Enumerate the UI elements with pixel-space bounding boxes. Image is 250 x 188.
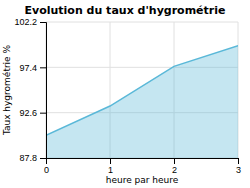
tick: 102.2	[14, 17, 46, 27]
tick-mark	[40, 113, 46, 114]
tick-label: 0	[44, 165, 49, 175]
tick: 1	[108, 158, 113, 175]
tick-mark	[110, 158, 111, 164]
tick-label: 3	[236, 165, 241, 175]
tick-label: 2	[172, 165, 177, 175]
tick: 97.4	[19, 63, 46, 73]
tick-mark	[40, 158, 46, 159]
marks	[46, 46, 238, 158]
tick-label: 102.2	[14, 17, 37, 27]
tick-mark	[238, 158, 239, 164]
tick: 87.8	[19, 153, 46, 163]
line	[46, 46, 238, 136]
tick-label: 1	[108, 165, 113, 175]
tick: 3	[236, 158, 241, 175]
tick-mark	[40, 22, 46, 23]
area	[46, 46, 238, 158]
title: Evolution du taux d'hygrométrie	[25, 4, 226, 17]
y-axis-title: Taux hygrométrie %	[2, 44, 12, 136]
plot: 0 1 2 3 87.8 92.6 97.4 102.2	[14, 17, 241, 175]
tick-mark	[40, 67, 46, 68]
grid	[46, 22, 238, 158]
tick-label: 97.4	[19, 63, 37, 73]
tick: 2	[172, 158, 177, 175]
axis-line	[47, 159, 239, 165]
chart: 0 1 2 3 87.8 92.6 97.4 102.2Evolution du taux d…	[0, 0, 250, 188]
tick-label: 87.8	[19, 153, 37, 163]
tick-mark	[174, 158, 175, 164]
axis-line	[40, 23, 47, 159]
y-axis: 87.8 92.6 97.4 102.2	[14, 17, 46, 163]
tick-label: 92.6	[19, 108, 37, 118]
tick: 0	[44, 158, 49, 175]
tick: 92.6	[19, 108, 46, 118]
x-axis: 0 1 2 3	[44, 158, 241, 175]
x-axis-title: heure par heure	[106, 175, 179, 185]
grid-line	[46, 22, 238, 23]
